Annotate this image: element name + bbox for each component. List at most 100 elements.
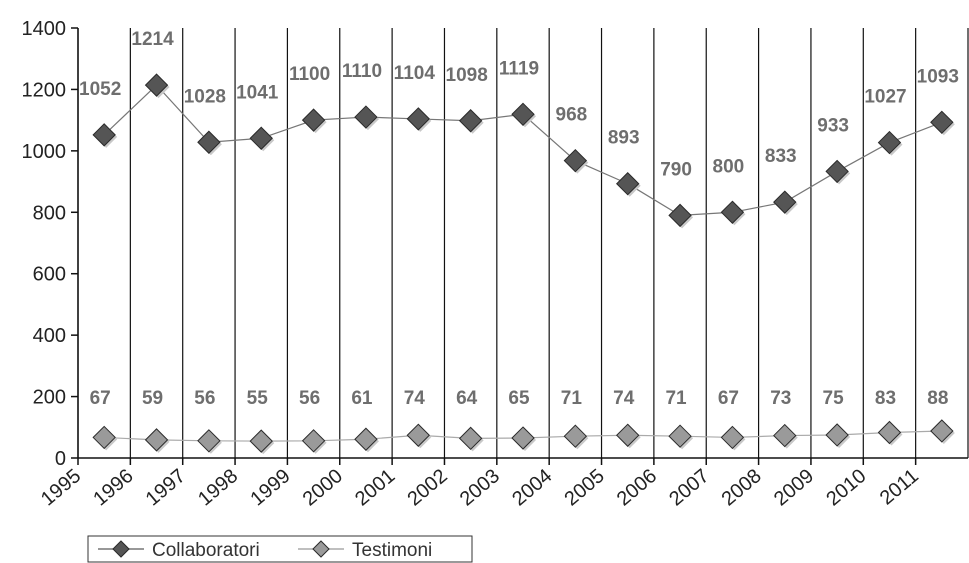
data-label: 1119 [499,58,539,79]
data-point-marker [668,424,692,448]
data-label: 56 [194,388,215,409]
y-tick-label: 200 [33,387,66,409]
data-point-marker [92,425,116,450]
data-label: 74 [613,388,635,409]
y-tick-label: 400 [33,325,66,347]
data-label: 67 [90,388,111,409]
data-point-marker [668,203,692,228]
data-label: 800 [713,156,745,177]
data-label: 1027 [864,87,906,108]
data-point-marker [773,190,797,214]
data-label: 75 [823,388,845,409]
data-label: 790 [660,159,692,180]
data-label: 1100 [289,64,330,85]
y-tick-label: 1000 [22,141,67,163]
data-point-marker [720,200,745,224]
data-point-marker [249,429,273,453]
data-label: 71 [665,388,687,409]
x-tick-label: 2005 [561,465,609,510]
data-point-marker [563,424,588,448]
data-label: 73 [770,388,791,409]
data-point-marker [825,423,849,447]
x-tick-label: 2000 [299,465,347,510]
data-label: 893 [608,128,640,149]
data-point-marker [249,126,273,150]
data-label: 71 [561,388,583,409]
y-tick-label: 1400 [22,18,67,40]
x-tick-label: 2009 [770,465,818,510]
data-point-marker [406,423,431,447]
legend-marker [112,540,130,558]
data-label: 64 [456,388,478,409]
data-point-marker [720,425,745,450]
y-tick-label: 1200 [22,79,67,101]
data-label: 61 [351,388,373,409]
data-label: 1214 [131,29,174,50]
data-label: 833 [765,146,797,167]
data-point-marker [92,123,116,147]
x-tick-label: 2002 [403,465,451,510]
data-label: 59 [142,388,163,409]
x-tick-label: 2007 [665,465,713,510]
legend-marker [312,540,330,558]
data-label: 1110 [342,61,382,82]
data-point-marker [930,110,954,134]
data-label: 1093 [917,66,959,87]
x-tick-label: 1996 [89,465,137,510]
data-point-marker [877,420,902,445]
data-point-marker [406,107,431,131]
data-point-marker [511,426,535,450]
data-label: 65 [508,388,530,409]
data-point-marker [144,73,169,97]
data-point-marker [354,427,378,451]
x-tick-label: 2004 [508,465,556,510]
data-point-marker [773,423,797,448]
y-tick-label: 800 [33,202,66,224]
data-label: 1028 [184,86,226,107]
data-label: 1052 [79,79,121,100]
legend-label: Testimoni [352,540,432,561]
data-point-marker [197,429,221,453]
data-point-marker [877,130,902,155]
x-tick-label: 2001 [351,465,399,510]
data-label: 83 [875,388,896,409]
data-label: 1098 [446,65,488,86]
data-point-marker [563,148,588,173]
x-tick-label: 1997 [142,465,190,510]
x-tick-label: 2003 [456,465,504,510]
y-tick-label: 0 [55,448,66,470]
x-tick-label: 2010 [822,465,870,510]
data-point-marker [458,426,483,451]
data-point-marker [197,130,221,154]
data-point-marker [930,419,954,443]
data-label: 933 [817,115,849,136]
x-tick-label: 1998 [194,465,242,510]
data-point-marker [144,428,169,452]
data-point-marker [825,159,849,184]
data-point-marker [458,109,483,133]
data-label: 968 [556,105,588,126]
data-point-marker [511,102,535,127]
data-label: 74 [404,388,426,409]
data-label: 55 [247,388,269,409]
x-tick-label: 1995 [37,465,85,510]
data-point-marker [354,105,378,129]
legend-box [87,535,473,563]
x-tick-label: 2008 [718,465,766,510]
data-label: 56 [299,388,320,409]
data-label: 67 [718,388,739,409]
data-point-marker [615,423,640,447]
data-point-marker [301,429,326,453]
x-tick-label: 2011 [876,465,923,510]
x-tick-label: 1999 [246,465,294,510]
data-point-marker [615,172,640,196]
data-label: 1104 [394,63,436,84]
legend-label: Collaboratori [152,540,260,561]
x-tick-label: 2006 [613,465,661,510]
data-label: 88 [927,388,948,409]
y-tick-label: 600 [33,264,66,286]
data-label: 1041 [236,82,279,103]
data-point-marker [301,108,326,132]
